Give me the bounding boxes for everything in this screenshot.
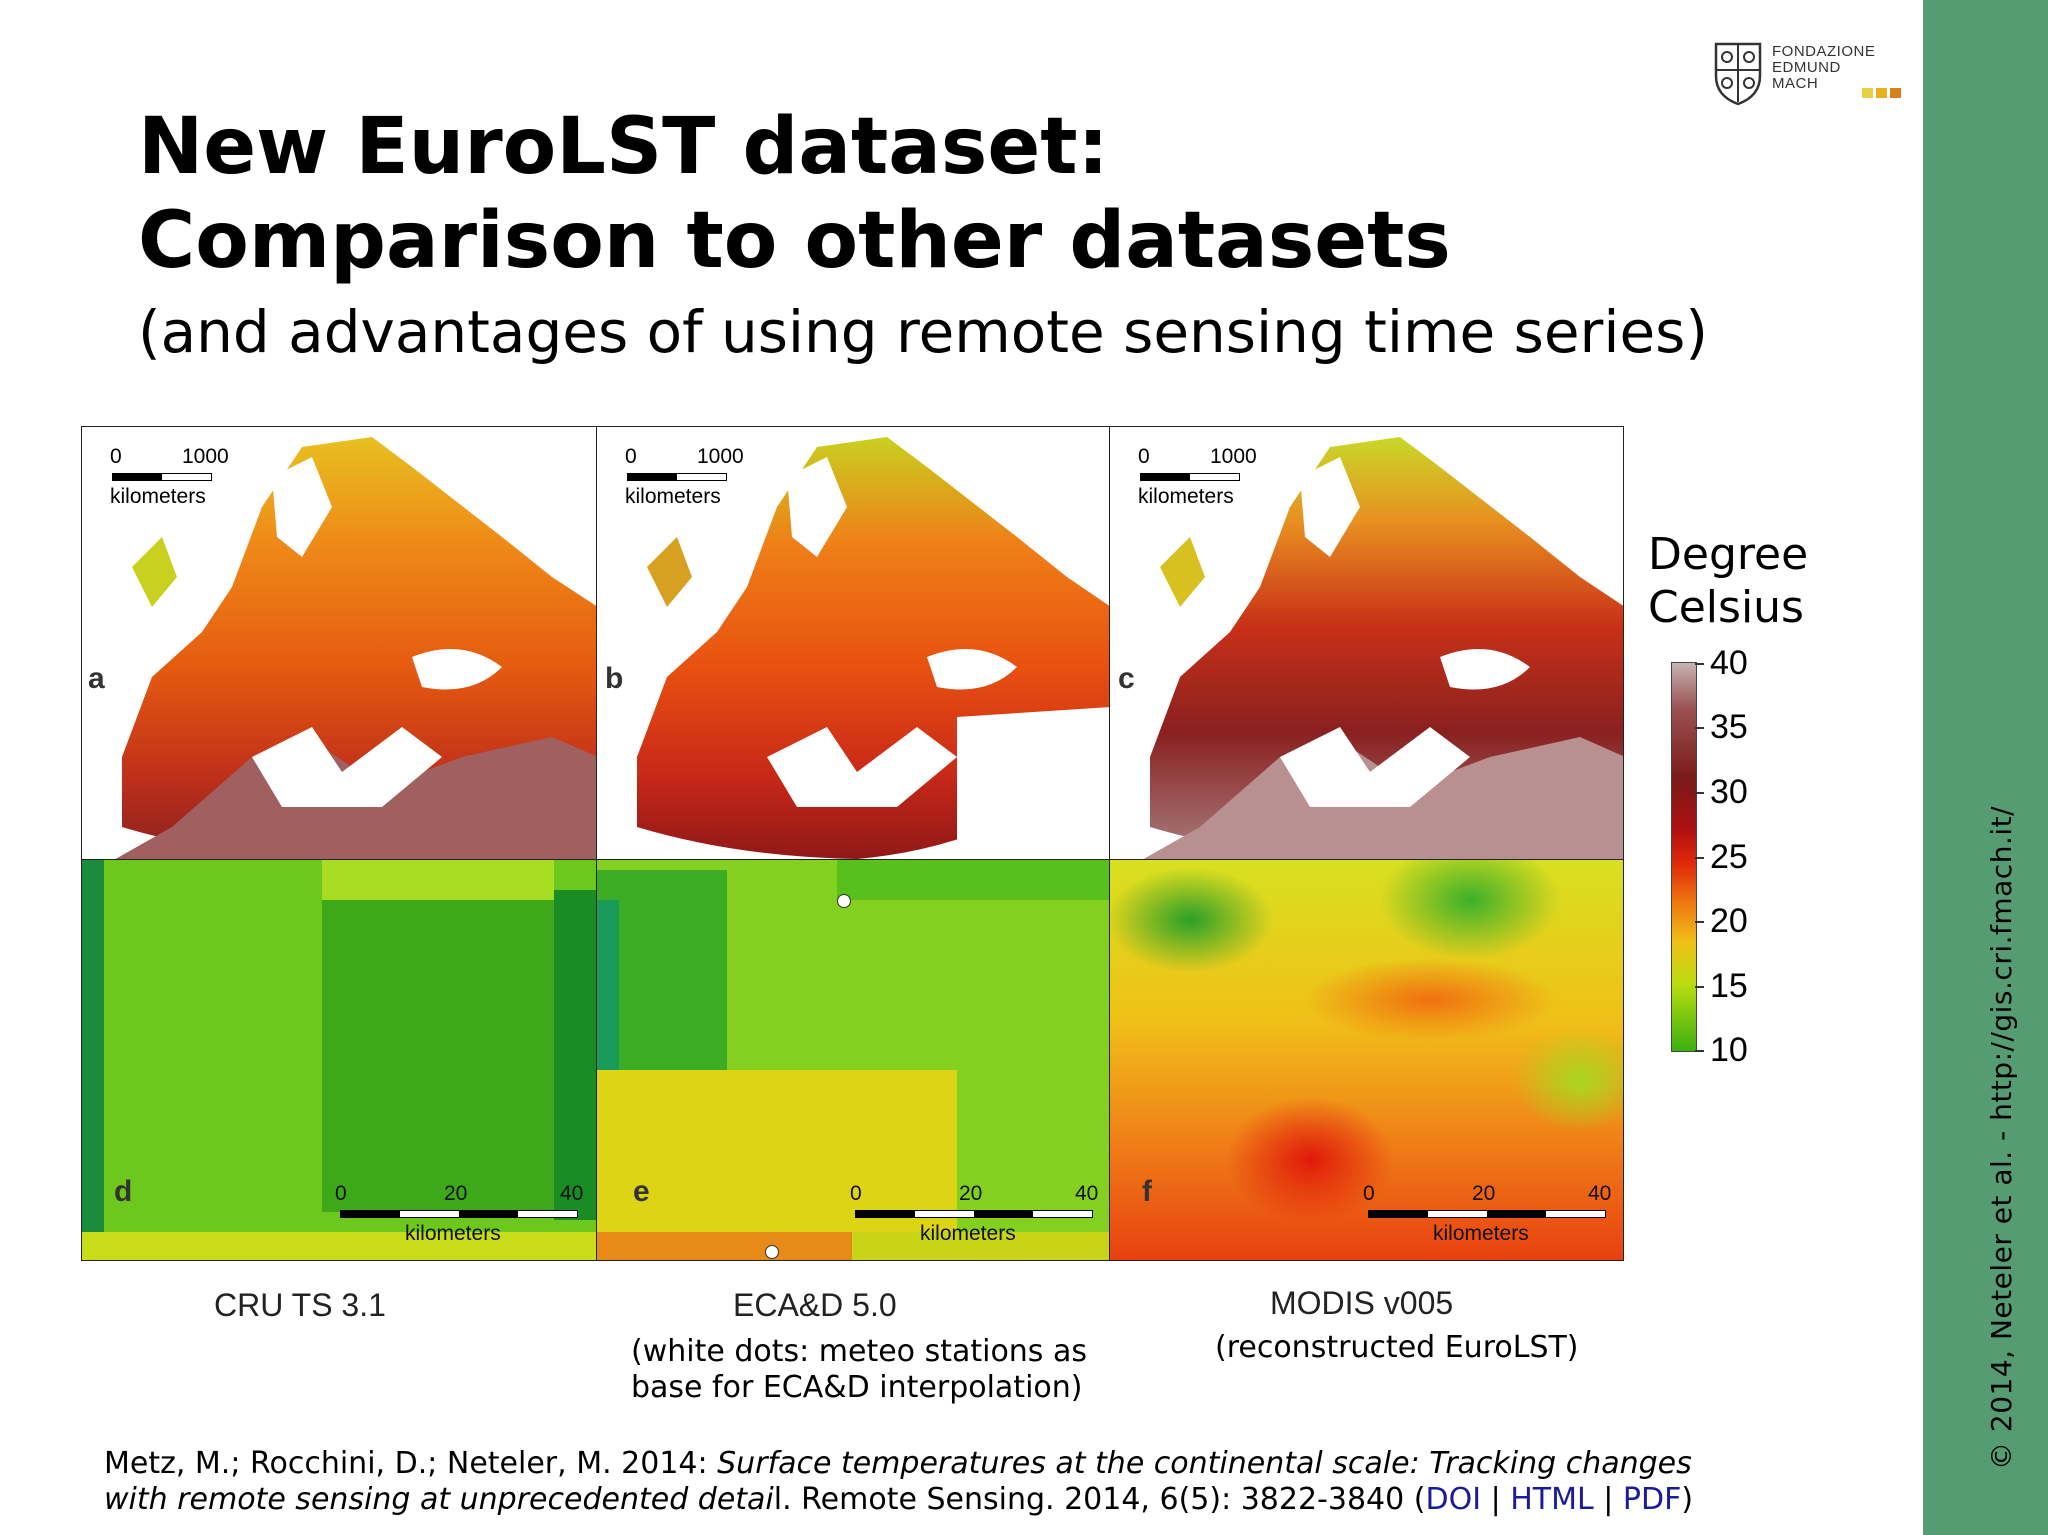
modis-note: (reconstructed EuroLST)	[1215, 1330, 1579, 1365]
legend-tick	[1695, 663, 1704, 665]
panel-label-e: e	[633, 1175, 650, 1208]
legend-tick	[1695, 792, 1704, 794]
legend-tick-label: 30	[1710, 773, 1748, 811]
legend-tick	[1695, 857, 1704, 859]
legend-tick	[1695, 986, 1704, 988]
panel-label-d: d	[114, 1175, 133, 1208]
zoom-panel-f: f 0 20 40 kilometers	[1109, 859, 1624, 1261]
fem-logo: FONDAZIONE EDMUND MACH	[1710, 38, 1910, 112]
legend-tick-label: 35	[1710, 708, 1748, 746]
legend-tick-label: 10	[1710, 1031, 1748, 1069]
station-dot	[765, 1245, 779, 1259]
dataset-name-modis: MODIS v005	[1270, 1285, 1454, 1321]
zoom-panel-d: d 0 20 40 kilometers	[81, 859, 597, 1261]
pdf-link[interactable]: PDF	[1622, 1482, 1682, 1517]
page-title: New EuroLST dataset: Comparison to other …	[138, 102, 1451, 286]
europe-map-b	[637, 437, 1109, 859]
citation: Metz, M.; Rocchini, D.; Neteler, M. 2014…	[104, 1446, 1694, 1517]
legend-tick-label: 25	[1710, 838, 1748, 876]
legend-tick-label: 20	[1710, 902, 1748, 940]
map-panel-a: 0 1000 kilometers a	[81, 426, 597, 860]
logo-square-1	[1862, 88, 1873, 98]
legend-tick-label: 15	[1710, 967, 1748, 1005]
crest-icon	[1714, 42, 1762, 106]
doi-link[interactable]: DOI	[1425, 1482, 1482, 1517]
copyright-text: © 2014, Neteler et al. - http://gis.cri.…	[1985, 805, 2018, 1470]
color-scale-bar	[1671, 662, 1697, 1052]
legend-tick	[1695, 921, 1704, 923]
panel-label-b: b	[605, 662, 624, 695]
dataset-name-cru: CRU TS 3.1	[214, 1287, 386, 1323]
logo-square-2	[1876, 88, 1887, 98]
html-link[interactable]: HTML	[1510, 1482, 1594, 1517]
panel-label-c: c	[1118, 662, 1135, 695]
legend-tick	[1695, 727, 1704, 729]
legend-tick	[1695, 1050, 1704, 1052]
legend-title: Degree Celsius	[1648, 529, 1809, 633]
ecad-note: (white dots: meteo stations as base for E…	[631, 1334, 1087, 1405]
panel-label-a: a	[88, 662, 105, 695]
side-bar	[1923, 0, 2048, 1535]
map-panel-b: 0 1000 kilometers b	[596, 426, 1110, 860]
page-subtitle: (and advantages of using remote sensing …	[138, 298, 1709, 366]
map-panel-c: 0 1000 kilometers c	[1109, 426, 1624, 860]
legend-tick-label: 40	[1710, 644, 1748, 682]
logo-text: FONDAZIONE EDMUND MACH	[1772, 43, 1876, 92]
panel-label-f: f	[1142, 1175, 1152, 1208]
europe-map-c	[1143, 437, 1623, 859]
europe-map-a	[115, 437, 596, 859]
dataset-name-ecad: ECA&D 5.0	[733, 1287, 897, 1323]
logo-square-3	[1890, 88, 1901, 98]
zoom-panel-e: e 0 20 40 kilometers	[596, 859, 1110, 1261]
station-dot	[837, 894, 851, 908]
